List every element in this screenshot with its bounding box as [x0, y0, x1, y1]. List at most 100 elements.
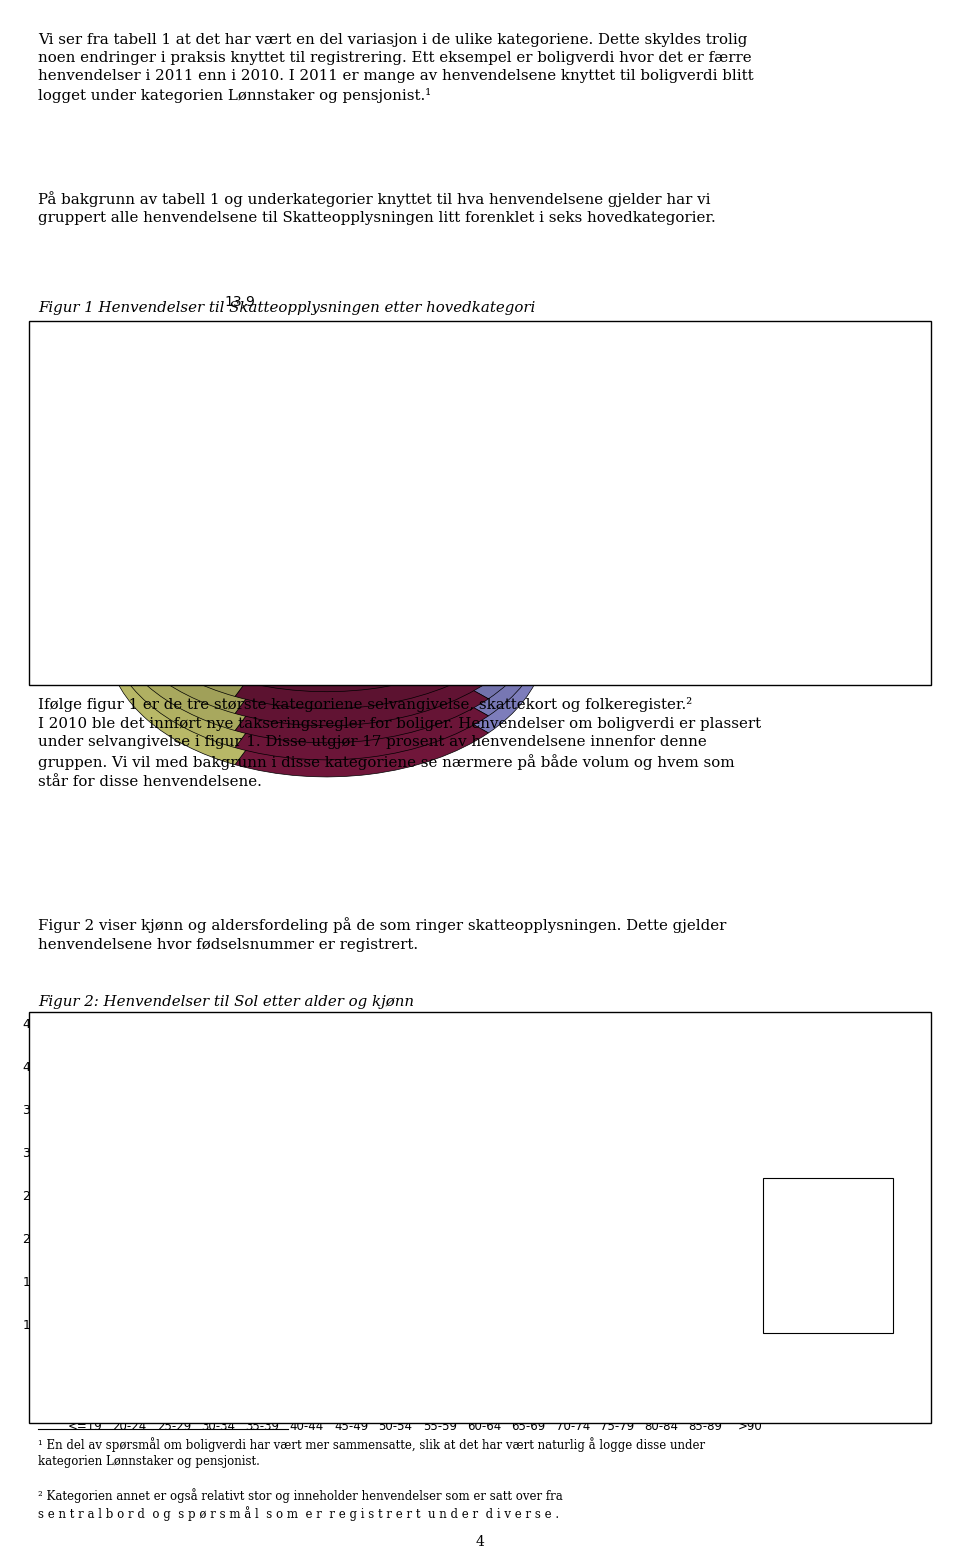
- Wedge shape: [108, 626, 326, 747]
- Wedge shape: [326, 389, 545, 614]
- Text: 36,7: 36,7: [498, 398, 529, 412]
- Kvinner: [168, 1065, 180, 1083]
- Text: Figur 1 Henvendelser til Skatteopplysningen etter hovedkategori: Figur 1 Henvendelser til Skatteopplysnin…: [38, 301, 536, 315]
- Menn: [656, 1367, 667, 1386]
- Wedge shape: [108, 529, 326, 603]
- Text: Selvangivelse: Selvangivelse: [703, 352, 794, 364]
- Kvinner: [301, 1130, 313, 1149]
- Wedge shape: [235, 541, 489, 674]
- Kvinner: [256, 1108, 268, 1127]
- Wedge shape: [158, 457, 326, 592]
- Kvinner: [700, 1375, 711, 1393]
- Wedge shape: [108, 592, 326, 713]
- Wedge shape: [133, 488, 326, 575]
- Wedge shape: [133, 437, 326, 524]
- Menn: [346, 1130, 357, 1149]
- Wedge shape: [235, 558, 489, 691]
- Menn: [390, 1186, 401, 1204]
- Kvinner: [567, 1333, 579, 1352]
- Wedge shape: [108, 477, 326, 552]
- Text: Mva: Mva: [703, 519, 732, 532]
- Wedge shape: [235, 575, 489, 708]
- Wedge shape: [326, 423, 545, 648]
- Wedge shape: [326, 474, 545, 699]
- Wedge shape: [158, 406, 326, 541]
- Wedge shape: [326, 508, 545, 733]
- Wedge shape: [108, 563, 326, 637]
- Wedge shape: [158, 474, 326, 609]
- Wedge shape: [108, 494, 326, 569]
- Menn: [168, 1062, 180, 1080]
- Wedge shape: [235, 643, 489, 777]
- Text: Figur 2 viser kjønn og aldersfordeling på de som ringer skatteopplysningen. Dett: Figur 2 viser kjønn og aldersfordeling p…: [38, 918, 727, 952]
- Kvinner: [612, 1358, 623, 1376]
- Text: Annet: Annet: [703, 631, 742, 643]
- Line: Menn: Menn: [83, 1068, 753, 1383]
- Wedge shape: [235, 609, 489, 742]
- Text: 3,3: 3,3: [146, 366, 167, 380]
- Wedge shape: [108, 524, 326, 645]
- Menn: [567, 1251, 579, 1269]
- FancyBboxPatch shape: [649, 512, 691, 541]
- Line: Kvinner: Kvinner: [83, 1073, 753, 1387]
- Text: 20,1: 20,1: [352, 682, 383, 696]
- Wedge shape: [235, 626, 489, 760]
- Kvinner: [522, 1297, 534, 1316]
- Kvinner: [346, 1186, 357, 1204]
- Menn: [80, 1147, 91, 1166]
- Wedge shape: [158, 389, 326, 524]
- Text: 9,2: 9,2: [114, 440, 136, 454]
- Kvinner: [390, 1220, 401, 1238]
- Wedge shape: [326, 440, 545, 665]
- FancyBboxPatch shape: [649, 567, 691, 597]
- Menn: [124, 1100, 135, 1119]
- Wedge shape: [108, 609, 326, 730]
- Text: Ifølge figur 1 er de tre største kategoriene selvangivelse, skattekort og folker: Ifølge figur 1 er de tre største kategor…: [38, 698, 761, 789]
- Wedge shape: [235, 592, 489, 725]
- FancyBboxPatch shape: [649, 400, 691, 429]
- FancyBboxPatch shape: [649, 456, 691, 485]
- Menn: [478, 1220, 490, 1238]
- Wedge shape: [211, 505, 326, 611]
- Wedge shape: [133, 454, 326, 541]
- Wedge shape: [326, 389, 443, 583]
- Menn: [744, 1372, 756, 1390]
- Menn: [522, 1198, 534, 1217]
- Text: 13,9: 13,9: [225, 294, 255, 308]
- Wedge shape: [133, 505, 326, 592]
- Kvinner: [212, 1100, 224, 1119]
- Wedge shape: [133, 471, 326, 558]
- Menn: [700, 1372, 711, 1390]
- Text: Folkeregister: Folkeregister: [703, 463, 792, 476]
- Text: Menn: Menn: [811, 1288, 848, 1300]
- Wedge shape: [133, 539, 326, 626]
- Menn: [301, 1087, 313, 1105]
- Kvinner: [80, 1139, 91, 1158]
- Wedge shape: [235, 524, 489, 657]
- Text: På bakgrunn av tabell 1 og underkategorier knyttet til hva henvendelsene gjelder: På bakgrunn av tabell 1 og underkategori…: [38, 191, 716, 225]
- Wedge shape: [133, 522, 326, 609]
- Text: ¹ En del av spørsmål om boligverdi har vært mer sammensatte, slik at det har vær: ¹ En del av spørsmål om boligverdi har v…: [38, 1437, 706, 1468]
- Wedge shape: [108, 643, 326, 764]
- Wedge shape: [108, 558, 326, 679]
- Wedge shape: [108, 580, 326, 654]
- FancyBboxPatch shape: [649, 344, 691, 372]
- Kvinner: [744, 1375, 756, 1393]
- Wedge shape: [108, 546, 326, 620]
- Wedge shape: [158, 491, 326, 626]
- Text: ² Kategorien annet er også relativt stor og inneholder henvendelser som er satt : ² Kategorien annet er også relativt stor…: [38, 1488, 564, 1521]
- Menn: [434, 1217, 445, 1235]
- Wedge shape: [326, 457, 545, 682]
- Wedge shape: [108, 512, 326, 586]
- Wedge shape: [158, 423, 326, 558]
- Wedge shape: [224, 431, 326, 505]
- Menn: [612, 1358, 623, 1376]
- Text: Figur 2: Henvendelser til Sol etter alder og kjønn: Figur 2: Henvendelser til Sol etter alde…: [38, 995, 415, 1009]
- Text: 4: 4: [475, 1534, 485, 1548]
- Menn: [212, 1074, 224, 1093]
- Wedge shape: [237, 389, 326, 505]
- FancyBboxPatch shape: [649, 623, 691, 653]
- Wedge shape: [108, 541, 326, 662]
- Text: Skattekort: Skattekort: [703, 408, 774, 420]
- Wedge shape: [278, 505, 412, 622]
